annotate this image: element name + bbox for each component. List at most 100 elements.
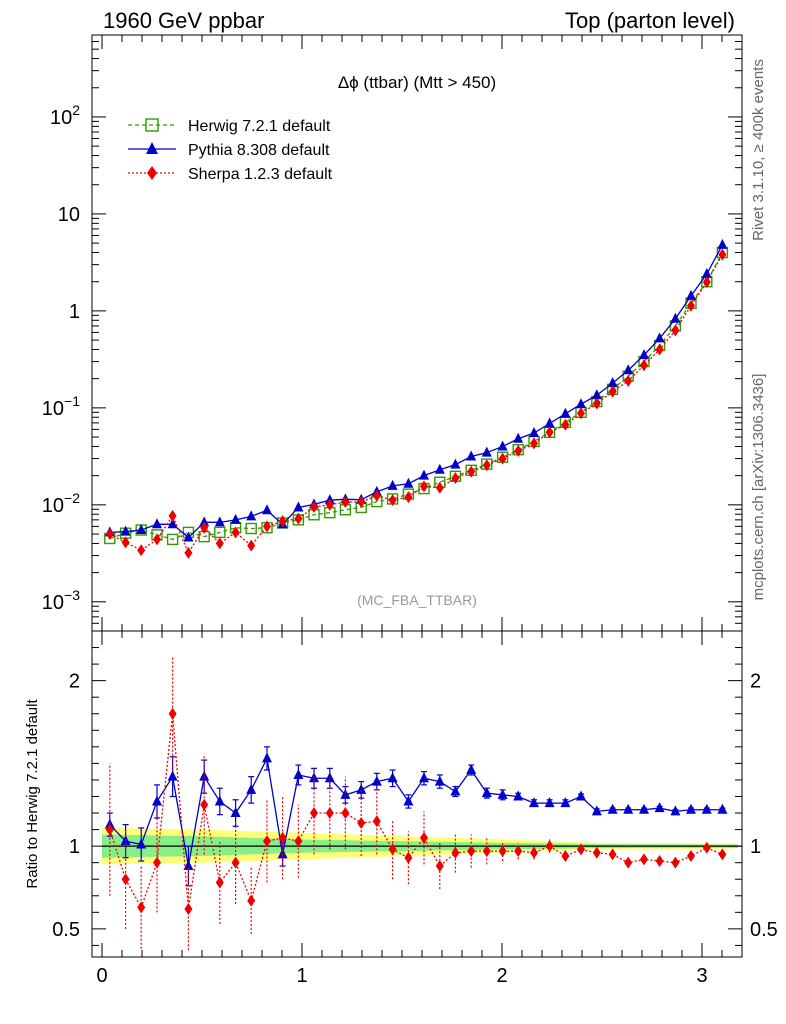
data-point bbox=[184, 546, 193, 559]
ratio-point bbox=[137, 901, 146, 914]
data-point bbox=[310, 500, 318, 513]
ratio-point bbox=[544, 797, 555, 808]
data-point bbox=[403, 477, 414, 488]
data-point bbox=[419, 469, 429, 480]
main-ytick-label: 10−2 bbox=[42, 490, 80, 517]
ratio-point bbox=[215, 876, 224, 889]
data-point bbox=[230, 513, 241, 524]
data-point bbox=[137, 544, 146, 557]
ratio-point bbox=[214, 795, 225, 806]
main-ytick-label: 10 bbox=[58, 204, 80, 226]
ratio-point bbox=[467, 845, 476, 858]
data-point bbox=[466, 450, 477, 461]
data-point bbox=[263, 520, 271, 533]
ratio-point bbox=[278, 831, 287, 844]
data-point bbox=[530, 437, 538, 450]
data-point bbox=[497, 440, 508, 451]
ratio-point bbox=[560, 797, 571, 808]
data-point bbox=[592, 397, 601, 410]
data-point bbox=[293, 501, 304, 512]
xtick-label: 1 bbox=[296, 965, 307, 987]
ratio-point bbox=[247, 894, 256, 907]
data-point bbox=[671, 324, 680, 337]
data-point bbox=[152, 518, 162, 529]
main-ytick-label: 10−3 bbox=[42, 587, 80, 614]
data-point bbox=[200, 521, 209, 534]
data-point bbox=[514, 444, 523, 457]
data-point bbox=[654, 332, 665, 343]
ratio-point bbox=[167, 770, 178, 781]
ratio-point bbox=[388, 843, 397, 856]
legend-label: Sherpa 1.2.3 default bbox=[188, 166, 333, 183]
legend-label: Pythia 8.308 default bbox=[188, 142, 330, 159]
ratio-point bbox=[451, 846, 460, 859]
series-2 bbox=[105, 248, 727, 559]
ratio-point bbox=[434, 775, 445, 786]
data-point bbox=[577, 407, 585, 420]
data-point bbox=[608, 385, 617, 398]
ratio-point bbox=[529, 797, 539, 808]
data-point bbox=[372, 489, 381, 502]
data-point bbox=[591, 389, 602, 400]
data-point bbox=[166, 533, 179, 546]
main-ytick-label: 102 bbox=[50, 102, 80, 129]
ratio-point bbox=[513, 790, 524, 801]
ratio-point bbox=[701, 803, 712, 814]
data-point bbox=[607, 377, 618, 388]
ratio-series-1 bbox=[105, 655, 727, 951]
ratio-point bbox=[545, 840, 554, 853]
data-point bbox=[624, 374, 633, 387]
ratio-point bbox=[702, 841, 711, 854]
ratio-point bbox=[670, 805, 681, 816]
data-point bbox=[325, 498, 334, 511]
data-point bbox=[214, 516, 225, 527]
ratio-point bbox=[435, 859, 444, 872]
ratio-point bbox=[152, 795, 162, 806]
ratio-point bbox=[199, 770, 210, 781]
data-point bbox=[513, 432, 524, 443]
ratio-point bbox=[184, 903, 193, 916]
ratio-point bbox=[624, 856, 633, 869]
data-point bbox=[245, 522, 257, 535]
ratio-ytick-label-right: 2 bbox=[750, 671, 761, 693]
ratio-point bbox=[654, 802, 665, 813]
ratio-point bbox=[655, 855, 664, 868]
ratio-ytick-label: 1 bbox=[69, 836, 80, 858]
series-0 bbox=[104, 246, 729, 546]
ratio-point bbox=[419, 772, 429, 783]
data-point bbox=[686, 289, 696, 300]
ratio-point bbox=[497, 788, 508, 799]
data-point bbox=[199, 516, 210, 527]
legend-marker bbox=[145, 118, 159, 132]
ratio-point bbox=[246, 783, 257, 794]
ratio-point bbox=[387, 772, 398, 783]
ratio-point bbox=[450, 785, 461, 796]
ratio-point bbox=[687, 850, 695, 863]
ratio-point bbox=[576, 790, 586, 801]
data-point bbox=[561, 418, 570, 431]
data-point bbox=[167, 518, 178, 529]
data-point bbox=[560, 407, 571, 418]
ratio-point bbox=[136, 838, 147, 849]
data-point bbox=[498, 452, 507, 465]
ratio-point bbox=[640, 853, 648, 866]
ratio-ytick-label-right: 0.5 bbox=[750, 919, 778, 941]
ratio-point bbox=[607, 803, 618, 814]
ratio-point bbox=[372, 815, 381, 828]
ratio-point bbox=[341, 807, 350, 820]
main-panel: Δϕ (ttbar) (Mtt > 450) (MC_FBA_TTBAR) 10… bbox=[42, 34, 743, 632]
data-point bbox=[670, 312, 681, 323]
data-point bbox=[467, 465, 476, 478]
ratio-point bbox=[592, 846, 601, 859]
data-point bbox=[701, 268, 712, 279]
data-point bbox=[450, 458, 461, 469]
ratio-line bbox=[109, 713, 723, 910]
data-point bbox=[121, 536, 130, 549]
ratio-point bbox=[200, 798, 209, 811]
ratio-point bbox=[717, 803, 728, 814]
data-point bbox=[215, 537, 224, 550]
ratio-point bbox=[671, 856, 680, 869]
ratio-point bbox=[577, 843, 585, 856]
header-right: Top (parton level) bbox=[565, 8, 735, 33]
